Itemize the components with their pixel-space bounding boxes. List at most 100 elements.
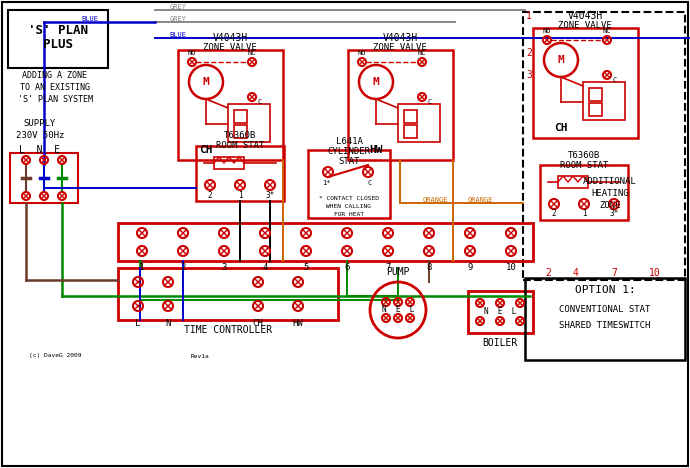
Text: 'S' PLAN: 'S' PLAN bbox=[28, 24, 88, 37]
Text: 3*: 3* bbox=[266, 190, 275, 199]
Text: 7: 7 bbox=[611, 268, 617, 278]
Text: 6: 6 bbox=[344, 263, 350, 271]
Text: NC: NC bbox=[417, 50, 426, 56]
Bar bbox=[8, 10, 108, 68]
Text: ROOM STAT: ROOM STAT bbox=[216, 141, 264, 151]
Bar bbox=[228, 104, 270, 142]
Text: TIME CONTROLLER: TIME CONTROLLER bbox=[184, 325, 272, 335]
Text: STAT: STAT bbox=[338, 158, 359, 167]
Bar bbox=[10, 153, 78, 203]
Text: ZONE VALVE: ZONE VALVE bbox=[203, 44, 257, 52]
Text: HW: HW bbox=[293, 319, 304, 328]
Text: 9: 9 bbox=[467, 263, 473, 271]
Text: C: C bbox=[428, 99, 432, 105]
Text: NC: NC bbox=[603, 28, 611, 34]
Text: 2: 2 bbox=[545, 268, 551, 278]
Text: ZONE: ZONE bbox=[599, 202, 621, 211]
Text: HEATING: HEATING bbox=[591, 190, 629, 198]
Text: 8: 8 bbox=[426, 263, 432, 271]
Text: BLUE: BLUE bbox=[170, 32, 186, 38]
Bar bbox=[589, 88, 602, 101]
Text: Rev1a: Rev1a bbox=[190, 353, 209, 358]
Text: CH: CH bbox=[554, 123, 568, 133]
Bar bbox=[589, 103, 602, 116]
Text: N: N bbox=[166, 319, 170, 328]
Text: 230V 50Hz: 230V 50Hz bbox=[16, 131, 64, 139]
Text: SHARED TIMESWITCH: SHARED TIMESWITCH bbox=[560, 321, 651, 329]
Text: 2: 2 bbox=[552, 210, 556, 219]
Text: T6360B: T6360B bbox=[568, 151, 600, 160]
Bar bbox=[540, 165, 628, 220]
Bar bbox=[468, 291, 533, 333]
Bar bbox=[196, 146, 284, 201]
Text: 3*: 3* bbox=[609, 210, 619, 219]
Text: GREY: GREY bbox=[170, 4, 186, 10]
Bar bbox=[404, 125, 417, 138]
Bar bbox=[558, 176, 588, 188]
Text: ADDING A ZONE: ADDING A ZONE bbox=[23, 72, 88, 80]
Text: 1: 1 bbox=[582, 210, 586, 219]
Text: V4043H: V4043H bbox=[382, 33, 417, 43]
Text: L  N  E: L N E bbox=[19, 145, 61, 155]
Text: 4: 4 bbox=[572, 268, 578, 278]
Text: (c) DaveG 2009: (c) DaveG 2009 bbox=[29, 353, 81, 358]
Text: 4: 4 bbox=[262, 263, 268, 271]
Text: ADDITIONAL: ADDITIONAL bbox=[583, 177, 637, 187]
Bar bbox=[234, 125, 247, 138]
Bar bbox=[214, 157, 244, 169]
Text: L: L bbox=[135, 319, 141, 328]
Text: 3: 3 bbox=[221, 263, 227, 271]
Text: NO: NO bbox=[543, 28, 551, 34]
Bar bbox=[404, 110, 417, 123]
Text: C: C bbox=[613, 77, 617, 83]
Text: WHEN CALLING: WHEN CALLING bbox=[326, 204, 371, 209]
Text: BLUE: BLUE bbox=[81, 16, 99, 22]
Text: CYLINDER: CYLINDER bbox=[328, 147, 371, 156]
Bar bbox=[525, 278, 685, 360]
Text: HW: HW bbox=[369, 145, 383, 155]
Text: M: M bbox=[558, 55, 564, 65]
Text: ORANGE: ORANGE bbox=[422, 197, 448, 203]
Text: 'S' PLAN SYSTEM: 'S' PLAN SYSTEM bbox=[17, 95, 92, 104]
Text: SUPPLY: SUPPLY bbox=[24, 118, 56, 127]
Text: 10: 10 bbox=[506, 263, 516, 271]
Text: 1: 1 bbox=[139, 263, 145, 271]
Text: 7: 7 bbox=[385, 263, 391, 271]
Bar bbox=[118, 268, 338, 320]
Text: CH: CH bbox=[199, 145, 213, 155]
Text: BOILER: BOILER bbox=[482, 338, 518, 348]
Text: NO: NO bbox=[357, 50, 366, 56]
Text: C: C bbox=[368, 180, 372, 186]
Text: PLUS: PLUS bbox=[43, 38, 73, 51]
Text: ZONE VALVE: ZONE VALVE bbox=[373, 44, 427, 52]
Text: ORANGE: ORANGE bbox=[467, 197, 493, 203]
Text: * CONTACT CLOSED: * CONTACT CLOSED bbox=[319, 196, 379, 200]
Text: M: M bbox=[373, 77, 380, 87]
Text: T6360B: T6360B bbox=[224, 132, 256, 140]
Text: NC: NC bbox=[248, 50, 256, 56]
Text: ROOM STAT: ROOM STAT bbox=[560, 161, 608, 169]
Bar bbox=[583, 82, 625, 120]
Text: 2: 2 bbox=[526, 48, 532, 58]
Text: N  E  L: N E L bbox=[382, 306, 414, 314]
Text: 5: 5 bbox=[304, 263, 308, 271]
Bar bbox=[533, 28, 638, 138]
Text: L641A: L641A bbox=[335, 138, 362, 146]
Text: N  E  L: N E L bbox=[484, 307, 516, 316]
Text: FOR HEAT: FOR HEAT bbox=[334, 212, 364, 217]
Text: 10: 10 bbox=[649, 268, 661, 278]
Bar bbox=[398, 104, 440, 142]
Text: CONVENTIONAL STAT: CONVENTIONAL STAT bbox=[560, 306, 651, 314]
Text: NO: NO bbox=[188, 50, 196, 56]
Text: M: M bbox=[203, 77, 209, 87]
Text: 1: 1 bbox=[237, 190, 242, 199]
Text: 3: 3 bbox=[526, 70, 532, 80]
Bar bbox=[523, 12, 685, 280]
Text: CH: CH bbox=[253, 319, 264, 328]
Text: PUMP: PUMP bbox=[386, 267, 410, 277]
Bar bbox=[118, 223, 533, 261]
Text: 1*: 1* bbox=[322, 180, 331, 186]
Text: 1: 1 bbox=[526, 11, 532, 21]
Bar bbox=[308, 150, 390, 218]
Text: V4043H: V4043H bbox=[567, 11, 602, 21]
